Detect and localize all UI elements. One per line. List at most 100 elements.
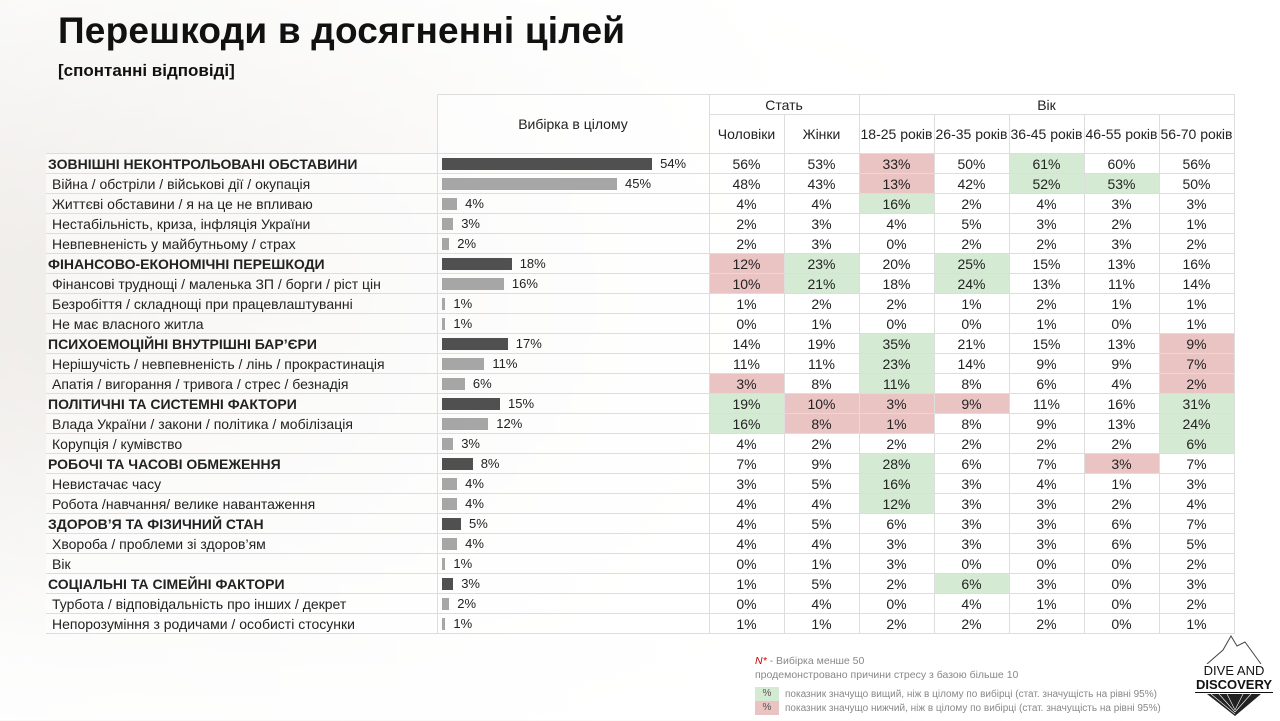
n-mark: N* <box>755 655 767 667</box>
category-row: ФІНАНСОВО-ЕКОНОМІЧНІ ПЕРЕШКОДИ 18% 12% 23% 2… <box>46 253 1235 274</box>
column-header: 18-25 років <box>858 114 935 154</box>
value-cell: 23% <box>858 353 935 374</box>
value-cell: 3% <box>933 493 1010 514</box>
total-cell: 2% <box>436 593 710 614</box>
total-bar <box>441 218 454 230</box>
value-cell: 4% <box>708 513 785 534</box>
row-label: СОЦІАЛЬНІ ТА СІМЕЙНІ ФАКТОРИ <box>46 573 438 594</box>
value-cell: 12% <box>708 253 785 274</box>
total-bar <box>441 298 446 310</box>
value-cell: 3% <box>1158 473 1235 494</box>
value-cell: 3% <box>783 213 860 234</box>
value-cell: 7% <box>708 453 785 474</box>
value-cell: 0% <box>858 233 935 254</box>
total-bar <box>441 198 458 210</box>
value-cell: 42% <box>933 173 1010 194</box>
table-row: Робота /навчання/ велике навантаження 4% 4… <box>46 493 1235 514</box>
column-header: 26-35 років <box>933 114 1010 154</box>
value-cell: 9% <box>1008 353 1085 374</box>
value-cell: 8% <box>933 373 1010 394</box>
value-cell: 2% <box>1158 593 1235 614</box>
value-cell: 7% <box>1158 353 1235 374</box>
value-cell: 0% <box>1008 553 1085 574</box>
value-cell: 2% <box>1158 373 1235 394</box>
value-cell: 3% <box>1008 213 1085 234</box>
value-cell: 3% <box>1008 493 1085 514</box>
total-bar <box>441 238 450 250</box>
value-cell: 7% <box>1008 453 1085 474</box>
results-table: Вибірка в цілому Стать Вік Чоловіки Жінки… <box>46 94 1235 634</box>
value-cell: 3% <box>708 473 785 494</box>
table-row: Нестабільність, криза, інфляція України 3… <box>46 213 1235 234</box>
total-cell: 18% <box>436 253 710 274</box>
value-cell: 1% <box>1083 473 1160 494</box>
category-row: ЗДОРОВ’Я ТА ФІЗИЧНИЙ СТАН 5% 4% 5% 6% 3% 3% 6% 7… <box>46 513 1235 534</box>
total-cell: 4% <box>436 193 710 214</box>
value-cell: 23% <box>783 253 860 274</box>
total-value: 12% <box>496 416 523 431</box>
base-note: продемонстровано причини стресу з базою … <box>755 669 1019 681</box>
value-cell: 10% <box>783 393 860 414</box>
value-cell: 13% <box>1083 413 1160 434</box>
total-cell: 5% <box>436 513 710 534</box>
row-label: Хвороба / проблеми зі здоров’ям <box>46 533 438 554</box>
value-cell: 2% <box>1008 433 1085 454</box>
value-cell: 14% <box>933 353 1010 374</box>
value-cell: 50% <box>933 153 1010 174</box>
total-cell: 4% <box>436 473 710 494</box>
value-cell: 0% <box>858 593 935 614</box>
row-label: Не має власного житла <box>46 313 438 334</box>
value-cell: 14% <box>708 333 785 354</box>
value-cell: 2% <box>933 193 1010 214</box>
value-cell: 3% <box>1083 233 1160 254</box>
value-cell: 9% <box>1083 353 1160 374</box>
value-cell: 0% <box>708 593 785 614</box>
row-label: Робота /навчання/ велике навантаження <box>46 493 438 514</box>
value-cell: 0% <box>708 553 785 574</box>
value-cell: 56% <box>708 153 785 174</box>
value-cell: 0% <box>933 553 1010 574</box>
total-value: 6% <box>472 376 492 391</box>
total-value: 11% <box>492 356 518 371</box>
value-cell: 3% <box>858 393 935 414</box>
value-cell: 3% <box>708 373 785 394</box>
value-cell: 2% <box>933 233 1010 254</box>
value-cell: 2% <box>1083 433 1160 454</box>
gender-header: Стать <box>708 94 860 115</box>
row-label: ЗОВНІШНІ НЕКОНТРОЛЬОВАНІ ОБСТАВИНИ <box>46 153 438 174</box>
value-cell: 2% <box>858 293 935 314</box>
value-cell: 2% <box>1008 233 1085 254</box>
value-cell: 16% <box>708 413 785 434</box>
total-cell: 54% <box>436 153 710 174</box>
total-value: 8% <box>480 456 500 471</box>
lower-swatch: % <box>755 701 779 715</box>
column-header: Чоловіки <box>708 114 785 154</box>
value-cell: 1% <box>1008 313 1085 334</box>
value-cell: 2% <box>858 613 935 634</box>
total-cell: 3% <box>436 573 710 594</box>
value-cell: 9% <box>933 393 1010 414</box>
table-row: Хвороба / проблеми зі здоров’ям 4% 4% 4% 3% 3… <box>46 533 1235 554</box>
value-cell: 6% <box>933 453 1010 474</box>
total-cell: 1% <box>436 553 710 574</box>
mountain-icon <box>1206 635 1262 716</box>
total-bar <box>441 318 446 330</box>
value-cell: 4% <box>783 193 860 214</box>
value-cell: 3% <box>1158 193 1235 214</box>
legend-lower: % показник значущо нижчий, ніж в цілому п… <box>755 701 1161 715</box>
value-cell: 5% <box>933 213 1010 234</box>
total-cell: 6% <box>436 373 710 394</box>
total-cell: 1% <box>436 613 710 634</box>
total-value: 45% <box>625 176 652 191</box>
value-cell: 4% <box>1083 373 1160 394</box>
value-cell: 15% <box>1008 253 1085 274</box>
value-cell: 20% <box>858 253 935 274</box>
logo-line2: DISCOVERY <box>1195 677 1273 692</box>
table-row: Апатія / вигорання / тривога / стрес / б… <box>46 373 1235 394</box>
value-cell: 0% <box>858 313 935 334</box>
total-cell: 4% <box>436 493 710 514</box>
value-cell: 5% <box>783 573 860 594</box>
value-cell: 1% <box>708 573 785 594</box>
higher-note: показник значущо вищий, ніж в цілому по … <box>785 688 1157 700</box>
category-row: СОЦІАЛЬНІ ТА СІМЕЙНІ ФАКТОРИ 3% 1% 5% 2% 6% 3%… <box>46 573 1235 594</box>
